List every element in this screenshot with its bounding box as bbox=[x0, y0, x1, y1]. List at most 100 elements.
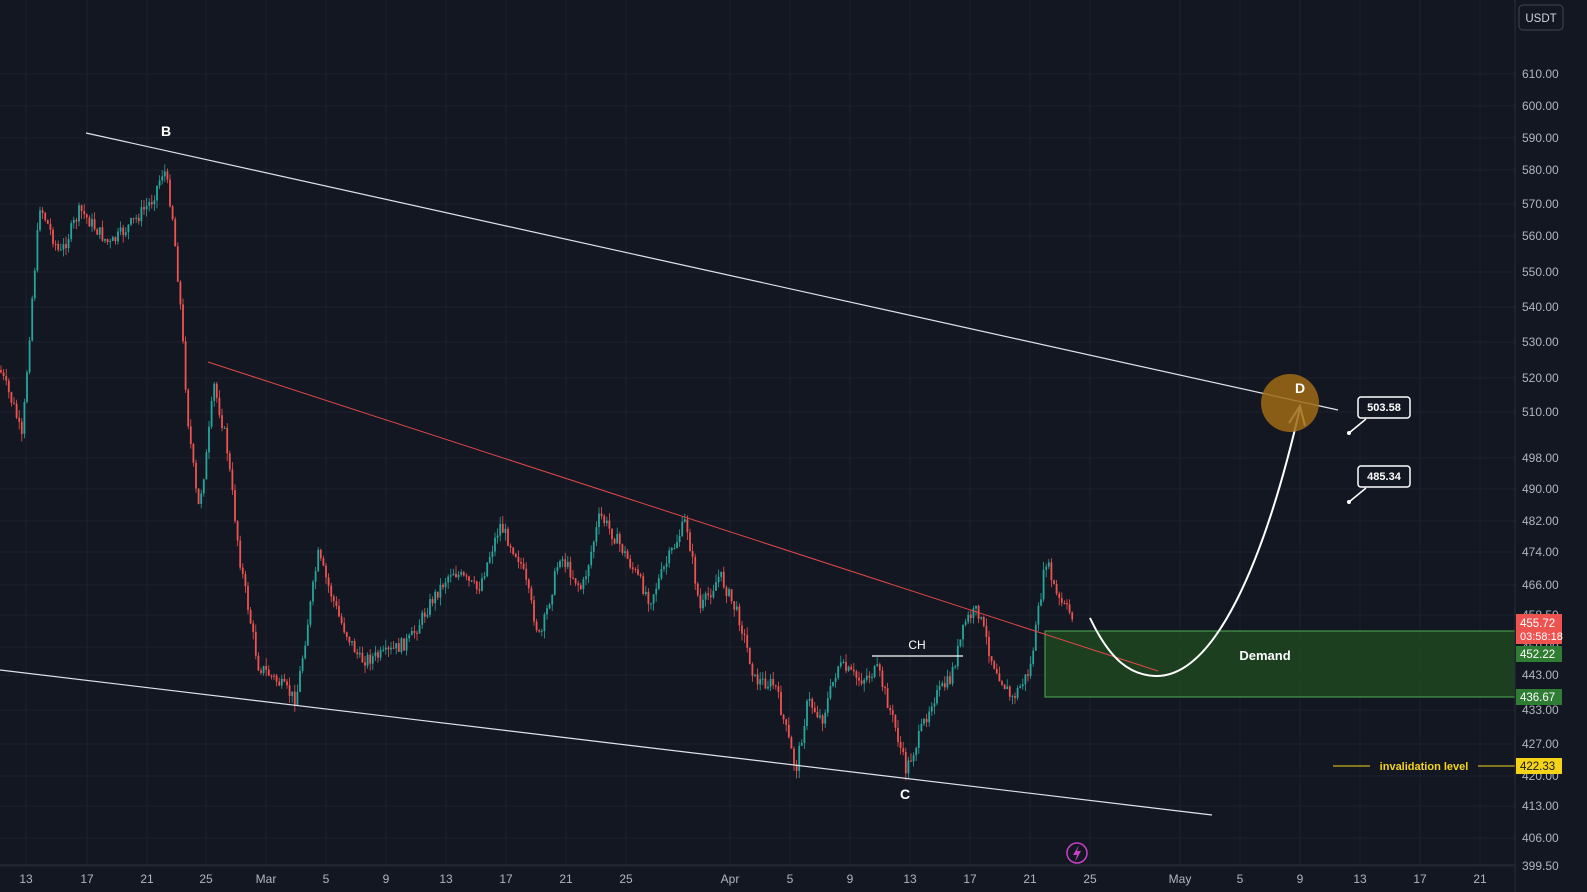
candle-body bbox=[327, 577, 330, 586]
candle-body bbox=[569, 561, 572, 578]
candle-body bbox=[577, 583, 580, 586]
candle-body bbox=[860, 680, 863, 684]
candle-body bbox=[322, 558, 325, 566]
candles bbox=[0, 164, 1074, 781]
wave-b-label: B bbox=[161, 123, 171, 139]
candle-body bbox=[530, 588, 533, 601]
candle-body bbox=[819, 715, 821, 718]
candle-body bbox=[429, 599, 431, 615]
candle-body bbox=[187, 389, 190, 427]
candle-body bbox=[353, 640, 356, 653]
upper-channel-line bbox=[85, 132, 1339, 411]
candle-body bbox=[309, 601, 312, 625]
candle-body bbox=[475, 581, 478, 590]
y-tick-label: 610.00 bbox=[1522, 67, 1559, 81]
candle-body bbox=[735, 606, 738, 610]
candle-body bbox=[163, 171, 166, 177]
y-tick-label: 433.00 bbox=[1522, 703, 1559, 717]
candle-body bbox=[1016, 687, 1019, 698]
candle-body bbox=[777, 686, 780, 692]
candle-body bbox=[88, 217, 91, 227]
candle-body bbox=[676, 542, 678, 548]
candle-body bbox=[426, 614, 429, 617]
candle-body bbox=[694, 556, 697, 584]
candle-body bbox=[361, 652, 364, 663]
candle-body bbox=[910, 760, 912, 762]
lightning-icon[interactable] bbox=[1066, 842, 1088, 864]
candle-body bbox=[598, 513, 600, 528]
candle-body bbox=[161, 176, 164, 181]
candle-body bbox=[514, 553, 517, 557]
x-tick-label: 5 bbox=[323, 872, 330, 886]
target-callout-2[interactable]: 485.34 bbox=[1347, 465, 1411, 504]
candle-body bbox=[67, 239, 70, 249]
candle-body bbox=[213, 383, 216, 401]
candle-body bbox=[1011, 696, 1014, 698]
candle-body bbox=[215, 383, 218, 398]
candle-body bbox=[642, 576, 645, 594]
candle-body bbox=[345, 632, 348, 637]
candle-body bbox=[837, 666, 840, 678]
candle-body bbox=[665, 563, 668, 567]
candle-body bbox=[18, 417, 21, 422]
candle-body bbox=[629, 558, 632, 568]
y-tick-label: 530.00 bbox=[1522, 335, 1559, 349]
target-callout-1[interactable]: 503.58 bbox=[1347, 396, 1411, 435]
candle-body bbox=[652, 594, 655, 604]
candle-body bbox=[179, 281, 182, 305]
y-tick-label: 600.00 bbox=[1522, 99, 1559, 113]
candle-body bbox=[223, 427, 226, 429]
candle-body bbox=[119, 227, 122, 232]
candle-body bbox=[603, 516, 606, 524]
x-tick-label: 25 bbox=[199, 872, 213, 886]
candle-body bbox=[925, 718, 928, 723]
y-tick-label: 474.00 bbox=[1522, 545, 1559, 559]
candle-body bbox=[673, 547, 676, 549]
candle-body bbox=[1006, 686, 1009, 690]
candle-body bbox=[904, 752, 907, 774]
candle-body bbox=[171, 206, 174, 220]
candle-body bbox=[200, 493, 203, 504]
candle-body bbox=[124, 232, 127, 236]
time-axis[interactable]: 13 17 21 25 Mar 5 9 13 17 21 25 Apr 5 9 13 17 21 25 May 5 9 1… bbox=[19, 872, 1487, 886]
candle-body bbox=[907, 760, 910, 774]
candle-body bbox=[249, 610, 252, 624]
candle-body bbox=[111, 237, 114, 242]
candle-body bbox=[457, 574, 460, 578]
candle-body bbox=[208, 426, 210, 453]
candle-body bbox=[699, 595, 702, 609]
candle-body bbox=[104, 239, 106, 241]
price-axis[interactable]: 399.50406.00413.00420.00427.00433.00443.… bbox=[1522, 67, 1559, 873]
candle-body bbox=[923, 718, 925, 724]
candle-body bbox=[7, 380, 10, 393]
candle-body bbox=[182, 304, 184, 342]
candle-body bbox=[540, 630, 543, 632]
currency-badge[interactable]: USDT bbox=[1518, 4, 1564, 31]
candle-body bbox=[135, 217, 138, 219]
candle-body bbox=[127, 224, 130, 233]
candle-body bbox=[852, 669, 855, 672]
candle-body bbox=[759, 679, 762, 685]
candle-body bbox=[304, 645, 307, 659]
candle-body bbox=[761, 678, 764, 680]
candle-body bbox=[863, 679, 866, 684]
candle-body bbox=[1053, 580, 1055, 584]
candle-body bbox=[982, 617, 985, 626]
candle-body bbox=[559, 560, 561, 568]
candle-body bbox=[915, 747, 918, 756]
candle-body bbox=[579, 585, 582, 590]
candle-body bbox=[244, 574, 247, 587]
candle-body bbox=[218, 397, 221, 416]
candle-body bbox=[288, 685, 291, 696]
candle-body bbox=[600, 513, 603, 517]
candle-body bbox=[1050, 562, 1053, 581]
candle-body bbox=[265, 666, 268, 670]
y-tick-label: 427.00 bbox=[1522, 737, 1559, 751]
candle-body bbox=[938, 686, 941, 691]
candle-body bbox=[920, 723, 923, 731]
x-tick-label: 17 bbox=[1413, 872, 1427, 886]
candle-body bbox=[382, 649, 385, 651]
candle-body bbox=[884, 686, 886, 689]
candle-body bbox=[876, 664, 879, 666]
